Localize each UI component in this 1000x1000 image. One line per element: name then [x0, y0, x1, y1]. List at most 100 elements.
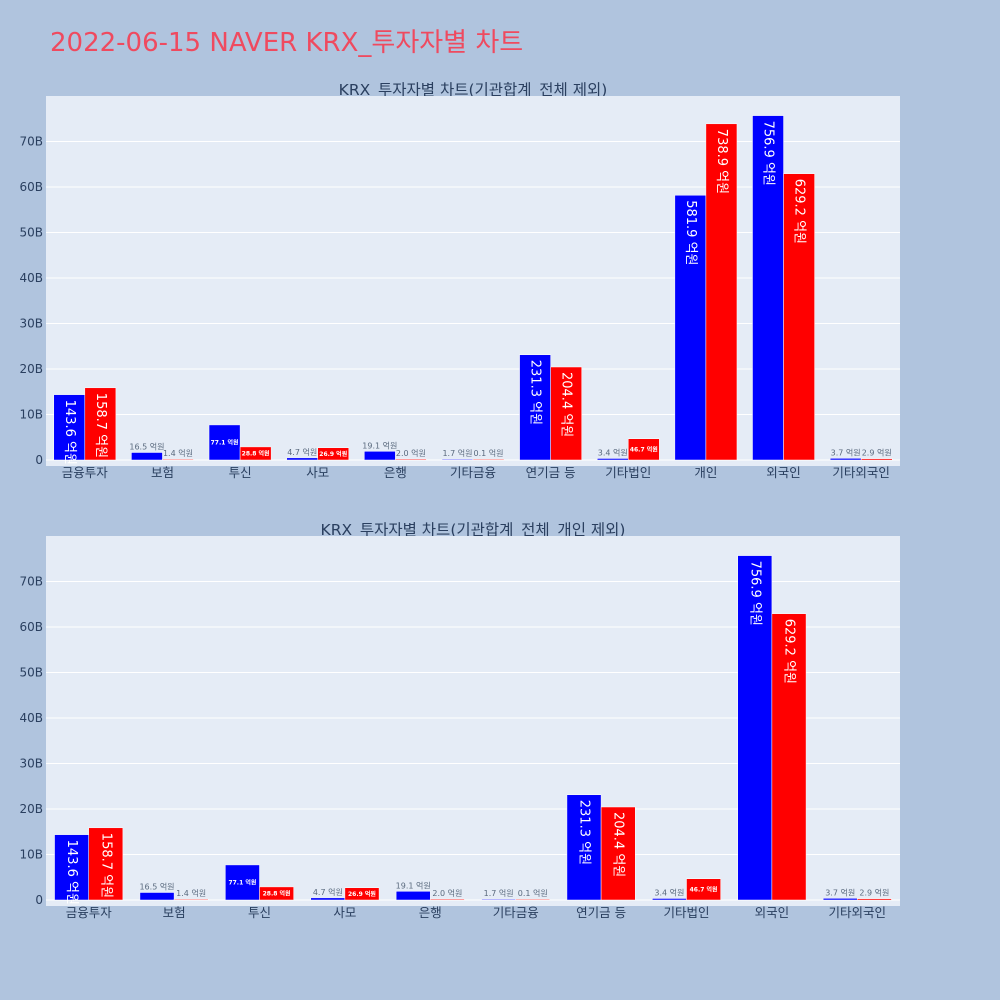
bar-red	[430, 898, 465, 901]
data-label: 77.1 억원	[228, 878, 256, 886]
x-tick-label: 외국인	[766, 465, 801, 480]
bar-blue	[441, 458, 474, 461]
x-tick-label: 보험	[163, 905, 186, 920]
bar-blue	[395, 891, 431, 901]
data-label: 3.7 억원	[831, 447, 861, 457]
data-label: 204.4 억원	[559, 372, 574, 437]
data-label: 2.0 억원	[396, 448, 426, 458]
bar-blue	[652, 898, 687, 901]
bar-red	[162, 458, 194, 461]
y-tick-label: 40B	[19, 711, 43, 725]
y-tick-label: 70B	[19, 575, 43, 589]
bar-blue	[519, 354, 551, 461]
bar-blue	[829, 458, 862, 461]
bar-red	[395, 458, 427, 461]
data-label: 46.7 억원	[630, 445, 658, 453]
bar-red	[88, 827, 124, 901]
data-label: 756.9 억원	[761, 121, 776, 186]
x-tick-label: 사모	[333, 905, 356, 920]
bar-red	[857, 898, 892, 901]
data-label: 158.7 억원	[93, 393, 108, 458]
data-label: 1.4 억원	[176, 888, 206, 898]
bar-red	[628, 438, 660, 461]
x-tick-label: 기타금융	[450, 465, 496, 480]
x-tick-label: 기타법인	[663, 905, 709, 920]
y-tick-label: 20B	[19, 362, 43, 376]
y-tick-label: 40B	[19, 271, 43, 285]
bar-red	[600, 806, 636, 901]
y-tick-label: 50B	[19, 666, 43, 680]
bar-blue	[310, 897, 346, 901]
bar-blue	[225, 864, 260, 901]
data-label: 231.3 억원	[577, 800, 592, 865]
bar-red	[705, 123, 738, 461]
bar-blue	[286, 457, 318, 461]
data-label: 1.4 억원	[163, 448, 193, 458]
data-label: 3.4 억원	[598, 447, 628, 457]
x-tick-label: 사모	[306, 465, 329, 480]
data-label: 1.7 억원	[442, 448, 472, 458]
x-tick-label: 기타금융	[493, 905, 539, 920]
page-title: 2022-06-15 NAVER KRX_투자자별 차트	[50, 28, 524, 58]
data-label: 143.6 억원	[62, 400, 77, 465]
y-tick-label: 20B	[19, 802, 43, 816]
bar-red	[472, 458, 505, 461]
bar-red	[84, 387, 117, 461]
x-tick-label: 은행	[419, 905, 442, 920]
bar-red	[783, 173, 815, 461]
x-tick-label: 금융투자	[66, 905, 113, 920]
y-tick-label: 70B	[19, 135, 43, 149]
bar-red	[239, 446, 272, 461]
bar-blue	[822, 898, 858, 901]
y-tick-label: 50B	[19, 226, 43, 240]
x-tick-label: 금융투자	[62, 465, 109, 480]
chart-title: KRX_투자자별 차트(기관합계_전체 제외)	[339, 81, 608, 100]
bar-red	[860, 458, 893, 461]
data-label: 581.9 억원	[683, 200, 698, 265]
bar-blue	[131, 452, 163, 461]
data-label: 26.9 억원	[348, 890, 376, 898]
data-label: 0.1 억원	[474, 448, 504, 458]
data-label: 28.8 억원	[242, 449, 270, 457]
data-label: 16.5 억원	[129, 441, 164, 451]
bar-red	[173, 898, 209, 901]
data-label: 2.9 억원	[859, 888, 889, 898]
data-label: 19.1 억원	[362, 440, 397, 450]
data-label: 2.9 억원	[862, 448, 892, 458]
bar-blue	[53, 394, 86, 461]
x-tick-label: 연기금 등	[576, 905, 626, 920]
bar-red	[550, 366, 582, 461]
y-tick-label: 30B	[19, 757, 43, 771]
bar-red	[771, 613, 807, 901]
bar-red	[686, 878, 721, 901]
bar-red	[317, 447, 350, 461]
y-tick-label: 10B	[19, 408, 43, 422]
y-tick-label: 10B	[19, 848, 43, 862]
data-label: 204.4 억원	[611, 812, 626, 877]
data-label: 28.8 억원	[263, 889, 291, 897]
x-tick-label: 기타법인	[605, 465, 651, 480]
data-label: 738.9 억원	[714, 129, 729, 194]
chart-title: KRX_투자자별 차트(기관합계_전체_개인 제외)	[321, 521, 626, 540]
x-tick-label: 외국인	[755, 905, 790, 920]
data-label: 231.3 억원	[528, 360, 543, 425]
bar-blue	[596, 458, 629, 461]
bar-blue	[364, 451, 396, 461]
x-tick-label: 투신	[229, 465, 252, 480]
y-tick-label: 0	[35, 893, 43, 907]
data-label: 19.1 억원	[396, 880, 431, 890]
data-label: 4.7 억원	[287, 447, 317, 457]
bar-red	[344, 887, 380, 901]
bar-red	[259, 886, 294, 901]
data-label: 26.9 억원	[319, 450, 347, 458]
bar-blue	[481, 898, 516, 901]
data-label: 2.0 억원	[432, 888, 462, 898]
y-tick-label: 60B	[19, 620, 43, 634]
bar-red	[515, 898, 551, 901]
data-label: 3.4 억원	[654, 887, 684, 897]
data-label: 1.7 억원	[484, 888, 514, 898]
chart-investor-excluding-institutions: KRX_투자자별 차트(기관합계_전체 제외) 0 10B 20B 30B 40B 50B 6…	[19, 81, 900, 480]
x-tick-label: 투신	[248, 905, 271, 920]
data-label: 4.7 억원	[313, 887, 343, 897]
x-tick-label: 기타외국인	[832, 465, 890, 480]
